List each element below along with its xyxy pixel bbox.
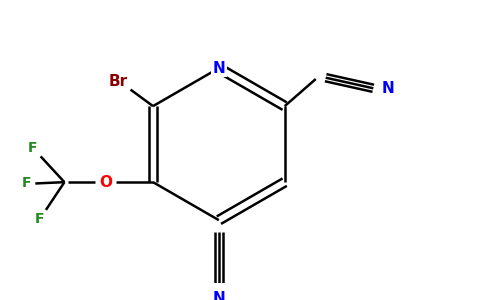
Text: F: F xyxy=(28,141,37,155)
Text: O: O xyxy=(99,175,112,190)
Text: F: F xyxy=(21,176,31,190)
Text: N: N xyxy=(212,61,225,76)
Text: Br: Br xyxy=(109,74,128,88)
Text: N: N xyxy=(381,81,394,96)
Text: F: F xyxy=(34,212,44,226)
Text: N: N xyxy=(212,291,225,300)
